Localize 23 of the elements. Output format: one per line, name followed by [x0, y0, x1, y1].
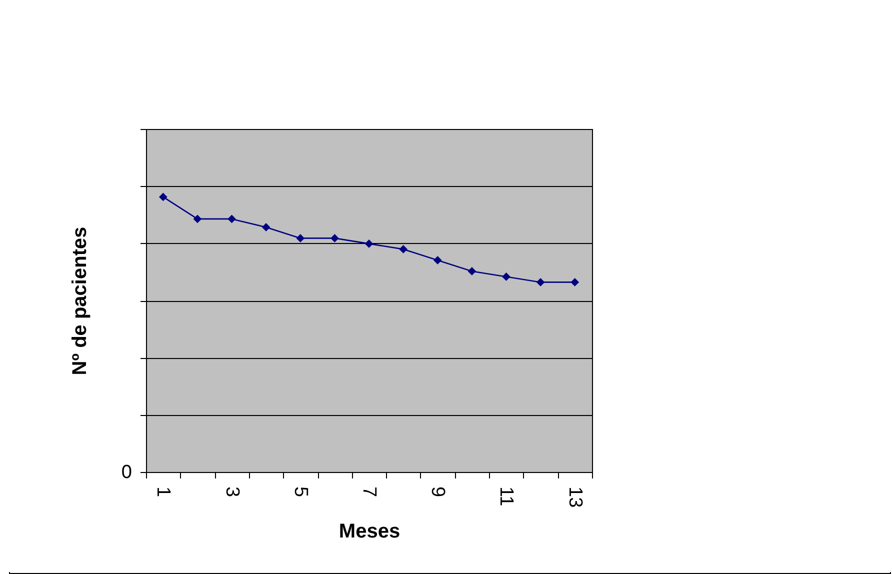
point: [158, 192, 168, 202]
point: [296, 234, 305, 242]
point: [536, 278, 545, 286]
x-axis-title: Meses: [338, 520, 400, 543]
y-axis-title: Nº de pacientes: [69, 226, 91, 376]
point: [193, 214, 202, 224]
point: [330, 234, 339, 242]
point: [468, 267, 476, 276]
point: [570, 278, 580, 286]
x-tick-label: 13: [564, 486, 586, 508]
x-tick-label: 5: [290, 486, 311, 498]
point: [502, 272, 510, 281]
text: 0: [121, 462, 132, 483]
point: [433, 256, 442, 264]
point: [262, 223, 270, 232]
point: [399, 245, 408, 254]
x-tick-label: 11: [496, 486, 517, 506]
point: [364, 240, 374, 248]
x-tick-label: 7: [358, 486, 380, 498]
point: [228, 214, 236, 224]
x-tick-label: 9: [427, 486, 448, 498]
x-tick-label: 1: [152, 486, 174, 498]
x-tick-label: 3: [221, 486, 242, 498]
